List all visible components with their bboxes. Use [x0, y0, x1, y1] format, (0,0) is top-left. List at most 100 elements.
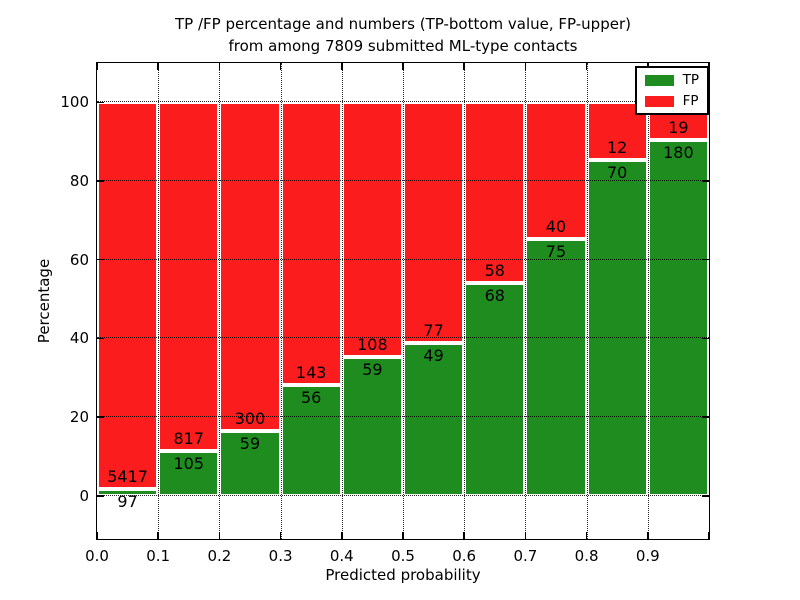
- x-tick-label: 0.1: [146, 547, 171, 565]
- bar-count-label-fp: 58: [484, 261, 505, 281]
- gridline-x: [158, 63, 160, 539]
- bar-count-label-tp: 68: [484, 286, 505, 306]
- x-tick-label: 0.9: [635, 547, 660, 565]
- bar-count-label-tp: 105: [173, 453, 205, 473]
- x-tick-label: 0.4: [329, 547, 354, 565]
- bar-count-label-tp: 180: [663, 142, 694, 162]
- bar-count-label-fp: 77: [423, 320, 444, 340]
- bar-count-label-tp: 56: [301, 388, 322, 408]
- legend: TP FP: [634, 66, 709, 115]
- legend-item-tp: TP: [644, 72, 699, 88]
- gridline-x: [647, 63, 649, 539]
- x-tick-mark: [647, 532, 649, 539]
- legend-item-fp: FP: [644, 93, 699, 109]
- x-tick-mark: [524, 532, 527, 539]
- y-tick-label: 20: [69, 408, 89, 427]
- bar-segment-tp: [341, 356, 403, 496]
- y-tick-mark: [702, 494, 709, 497]
- bar-segment-fp: [464, 102, 526, 284]
- gridline-x: [219, 63, 221, 539]
- bar-count-label-fp: 5417: [107, 466, 148, 486]
- bar-count-label-fp: 12: [607, 137, 628, 157]
- y-tick-mark: [97, 337, 104, 340]
- x-tick-mark: [402, 532, 404, 539]
- bar-count-label-fp: 143: [295, 363, 327, 383]
- gridline-x: [464, 63, 466, 539]
- x-tick-mark: [341, 63, 343, 70]
- y-tick-mark: [702, 416, 709, 418]
- y-tick-label: 40: [69, 329, 89, 348]
- bar-segment-fp: [158, 102, 220, 451]
- chart-title: TP /FP percentage and numbers (TP-bottom…: [96, 13, 710, 57]
- tp-legend-label: TP: [682, 72, 699, 88]
- y-tick-mark: [702, 258, 709, 261]
- gridline-x: [280, 63, 282, 539]
- bar-count-label-fp: 40: [545, 217, 567, 237]
- bar-segment-fp: [97, 102, 159, 489]
- x-tick-mark: [524, 63, 527, 70]
- x-tick-mark: [96, 63, 98, 70]
- gridline-x: [586, 63, 588, 539]
- bar-count-label-fp: 108: [357, 334, 388, 354]
- x-tick-label: 0.7: [513, 547, 538, 565]
- bar-segment-tp: [403, 342, 465, 496]
- x-tick-mark: [218, 532, 221, 539]
- x-tick-mark: [708, 532, 710, 539]
- y-tick-mark: [97, 101, 104, 104]
- bar-segment-tp: [586, 159, 648, 496]
- y-tick-mark: [97, 416, 104, 418]
- x-tick-label: 0.2: [207, 547, 232, 565]
- x-tick-mark: [157, 63, 159, 70]
- y-tick-label: 100: [60, 93, 89, 112]
- y-tick-label: 60: [69, 250, 89, 269]
- x-tick-mark: [157, 532, 159, 539]
- x-tick-mark: [218, 63, 221, 70]
- x-tick-mark: [585, 63, 588, 70]
- fp-legend-label: FP: [682, 93, 699, 109]
- x-tick-label: 0.5: [391, 547, 415, 565]
- plot-area: TP FP 5417 97 817 105 300 59 143 56 108 59 77 49 58 6…: [60, 62, 710, 564]
- x-tick-mark: [463, 532, 465, 539]
- x-tick-mark: [402, 63, 404, 70]
- bar-segment-tp: [647, 139, 709, 496]
- bar-count-label-fp: 817: [173, 428, 205, 448]
- y-tick-label: 80: [69, 172, 89, 191]
- fp-legend-swatch: [644, 95, 674, 107]
- bar-segment-tp: [280, 385, 342, 496]
- x-axis-label: Predicted probability: [325, 566, 481, 584]
- x-tick-label: 0.8: [574, 547, 599, 565]
- x-tick-label: 0.6: [452, 547, 477, 565]
- y-tick-mark: [97, 494, 104, 497]
- y-tick-mark: [702, 337, 709, 340]
- bar-count-label-tp: 59: [362, 359, 383, 379]
- bar-segment-fp: [403, 102, 465, 343]
- bar-count-label-tp: 75: [545, 242, 567, 262]
- y-tick-mark: [702, 180, 709, 182]
- x-tick-mark: [96, 532, 98, 539]
- bar-segment-fp: [525, 102, 587, 240]
- bar-count-label-fp: 300: [234, 409, 266, 429]
- gridline-x: [341, 63, 343, 539]
- bar-segment-tp: [525, 239, 587, 496]
- gridline-x: [525, 63, 527, 539]
- bar-count-label-tp: 70: [607, 162, 628, 182]
- x-tick-label: 0.3: [268, 547, 293, 565]
- x-tick-mark: [279, 532, 282, 539]
- bar-count-label-tp: 97: [117, 491, 138, 511]
- y-tick-mark: [97, 258, 104, 261]
- gridline-x: [403, 63, 404, 539]
- bar-count-label-fp: 19: [668, 117, 689, 137]
- bar-count-label-tp: 49: [423, 345, 444, 365]
- chart-title-line2: from among 7809 submitted ML-type contac…: [228, 37, 578, 55]
- bar-count-label-tp: 59: [239, 434, 261, 454]
- chart-title-line1: TP /FP percentage and numbers (TP-bottom…: [175, 15, 631, 33]
- x-tick-label: 0.0: [85, 547, 109, 565]
- bar-segment-fp: [219, 102, 281, 432]
- x-tick-mark: [463, 63, 465, 70]
- bar-segment-fp: [341, 102, 403, 357]
- x-tick-mark: [341, 532, 343, 539]
- x-tick-mark: [585, 532, 588, 539]
- x-tick-mark: [279, 63, 282, 70]
- y-tick-label: 0: [79, 486, 89, 505]
